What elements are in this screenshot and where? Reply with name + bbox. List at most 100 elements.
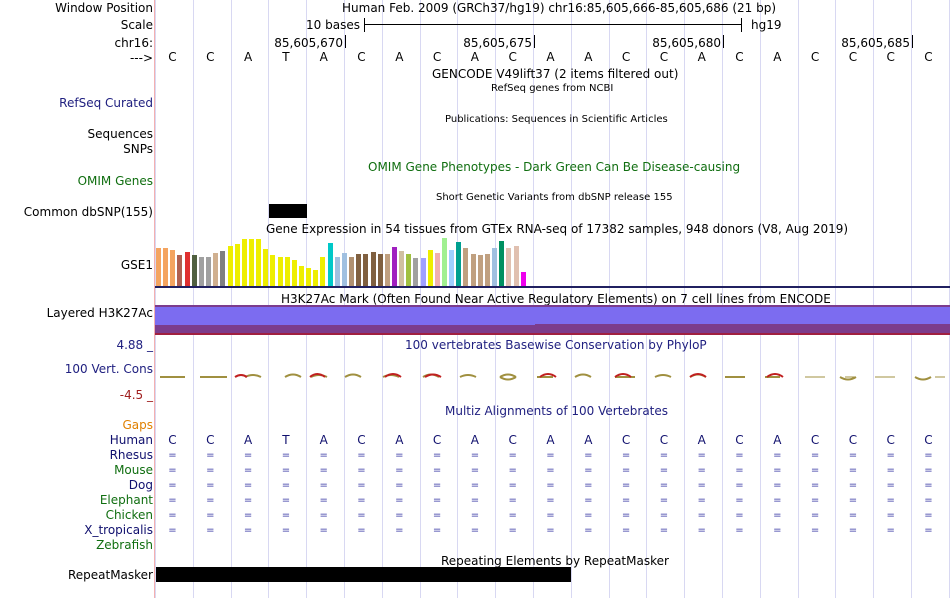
species-label[interactable]: Chicken [105, 508, 153, 522]
gtex-tissue-bar[interactable] [163, 248, 169, 286]
alignment-match: = [395, 480, 404, 491]
gtex-tissue-bar[interactable] [356, 254, 362, 286]
gtex-tissue-bar[interactable] [277, 257, 283, 286]
gtex-tissue-bar[interactable] [341, 253, 347, 286]
gtex-tissue-bar[interactable] [256, 239, 262, 286]
gtex-tissue-bar[interactable] [334, 257, 340, 286]
h3k27ac-track-label[interactable]: Layered H3K27Ac [46, 306, 153, 320]
species-label[interactable]: X_tropicalis [84, 523, 153, 537]
ruler-base: A [773, 50, 782, 64]
gtex-tissue-bar[interactable] [170, 250, 176, 286]
gtex-tissue-bar[interactable] [327, 243, 333, 286]
gtex-tissue-bar[interactable] [513, 246, 519, 286]
gtex-tissue-bar[interactable] [220, 251, 226, 286]
repeatmasker-element-block[interactable] [156, 567, 571, 582]
cons-wiggle[interactable] [155, 368, 950, 386]
gtex-tissue-bar[interactable] [434, 253, 440, 286]
gtex-tissue-bar[interactable] [506, 248, 512, 286]
dbsnp-track-title[interactable]: Short Genetic Variants from dbSNP releas… [436, 192, 673, 203]
gtex-tissue-bar[interactable] [427, 250, 433, 286]
human-aligned-base: C [848, 433, 858, 447]
multiz-track-title[interactable]: Multiz Alignments of 100 Vertebrates [445, 404, 669, 418]
gtex-tissue-bar[interactable] [391, 247, 397, 286]
gtex-bar-chart[interactable] [155, 236, 950, 286]
cons-track-title[interactable]: 100 vertebrates Basewise Conservation by… [405, 338, 707, 352]
alignment-match: = [584, 495, 593, 506]
gtex-track-label[interactable]: GSE1 [120, 258, 153, 272]
gtex-tissue-bar[interactable] [456, 242, 462, 286]
alignment-match: = [697, 495, 706, 506]
gtex-tissue-bar[interactable] [420, 258, 426, 286]
gtex-tissue-bar[interactable] [206, 257, 212, 286]
omim-track-label[interactable]: OMIM Genes [77, 174, 153, 188]
gtex-tissue-bar[interactable] [377, 254, 383, 286]
omim-track-title[interactable]: OMIM Gene Phenotypes - Dark Green Can Be… [368, 160, 741, 174]
gtex-tissue-bar[interactable] [213, 253, 219, 286]
gtex-tissue-bar[interactable] [313, 270, 319, 286]
repeatmasker-track-title[interactable]: Repeating Elements by RepeatMasker [441, 554, 669, 568]
gtex-tissue-bar[interactable] [477, 255, 483, 286]
dbsnp-track-label[interactable]: Common dbSNP(155) [23, 205, 153, 219]
alignment-match: = [168, 465, 177, 476]
h3k27ac-track-title[interactable]: H3K27Ac Mark (Often Found Near Active Re… [281, 292, 831, 306]
gtex-tissue-bar[interactable] [484, 254, 490, 286]
alignment-match: = [546, 525, 555, 536]
alignment-match: = [584, 465, 593, 476]
gtex-tissue-bar[interactable] [156, 248, 161, 286]
gtex-tissue-bar[interactable] [291, 260, 297, 286]
refseq-track-title[interactable]: RefSeq genes from NCBI [491, 83, 614, 94]
gtex-tissue-bar[interactable] [320, 257, 326, 286]
gaps-label[interactable]: Gaps [122, 418, 153, 432]
alignment-match: = [395, 495, 404, 506]
gtex-tissue-bar[interactable] [370, 252, 376, 286]
refseq-track-label[interactable]: RefSeq Curated [59, 96, 153, 110]
alignment-match: = [168, 510, 177, 521]
gtex-tissue-bar[interactable] [406, 254, 412, 286]
gtex-tissue-bar[interactable] [177, 255, 183, 286]
gtex-tissue-bar[interactable] [349, 257, 355, 286]
gtex-tissue-bar[interactable] [263, 249, 269, 286]
gtex-tissue-bar[interactable] [470, 254, 476, 286]
gtex-tissue-bar[interactable] [270, 255, 276, 286]
species-label[interactable]: Mouse [114, 463, 153, 477]
species-label[interactable]: Rhesus [109, 448, 153, 462]
gtex-tissue-bar[interactable] [499, 241, 505, 286]
h3k27ac-signal-band[interactable] [155, 307, 950, 325]
snps-label[interactable]: SNPs [123, 142, 153, 156]
dbsnp-variant-block[interactable] [269, 204, 307, 218]
human-aligned-base: A [584, 433, 593, 447]
ruler-base: C [168, 50, 177, 64]
alignment-match: = [924, 450, 933, 461]
gtex-tissue-bar[interactable] [198, 257, 204, 286]
gtex-tissue-bar[interactable] [241, 239, 247, 286]
gtex-tissue-bar[interactable] [520, 272, 526, 286]
gtex-tissue-bar[interactable] [384, 254, 390, 286]
gtex-tissue-bar[interactable] [191, 255, 197, 286]
species-label[interactable]: Elephant [99, 493, 153, 507]
gtex-tissue-bar[interactable] [463, 248, 469, 286]
gtex-tissue-bar[interactable] [399, 251, 405, 286]
cons-track-label[interactable]: 100 Vert. Cons [64, 362, 153, 376]
repeatmasker-track-label[interactable]: RepeatMasker [67, 568, 153, 582]
species-label[interactable]: Human [109, 433, 153, 447]
gtex-tissue-bar[interactable] [299, 266, 304, 286]
gtex-tissue-bar[interactable] [363, 254, 369, 286]
gtex-track-title[interactable]: Gene Expression in 54 tissues from GTEx … [266, 222, 849, 236]
gtex-tissue-bar[interactable] [284, 257, 290, 286]
gtex-tissue-bar[interactable] [442, 238, 447, 286]
species-label[interactable]: Dog [128, 478, 153, 492]
alignment-match: = [773, 465, 782, 476]
gtex-tissue-bar[interactable] [184, 252, 190, 286]
gencode-track-title[interactable]: GENCODE V49lift37 (2 items filtered out) [432, 67, 679, 81]
gtex-tissue-bar[interactable] [248, 239, 254, 286]
gtex-tissue-bar[interactable] [449, 250, 455, 286]
sequences-track-label[interactable]: Sequences [87, 127, 153, 141]
scale-left-text: 10 bases [306, 18, 360, 32]
gtex-tissue-bar[interactable] [413, 258, 419, 286]
sequences-track-title[interactable]: Publications: Sequences in Scientific Ar… [445, 114, 668, 125]
gtex-tissue-bar[interactable] [492, 248, 498, 286]
gtex-tissue-bar[interactable] [234, 244, 240, 286]
species-label[interactable]: Zebrafish [96, 538, 153, 552]
gtex-tissue-bar[interactable] [306, 268, 312, 286]
gtex-tissue-bar[interactable] [227, 246, 233, 286]
